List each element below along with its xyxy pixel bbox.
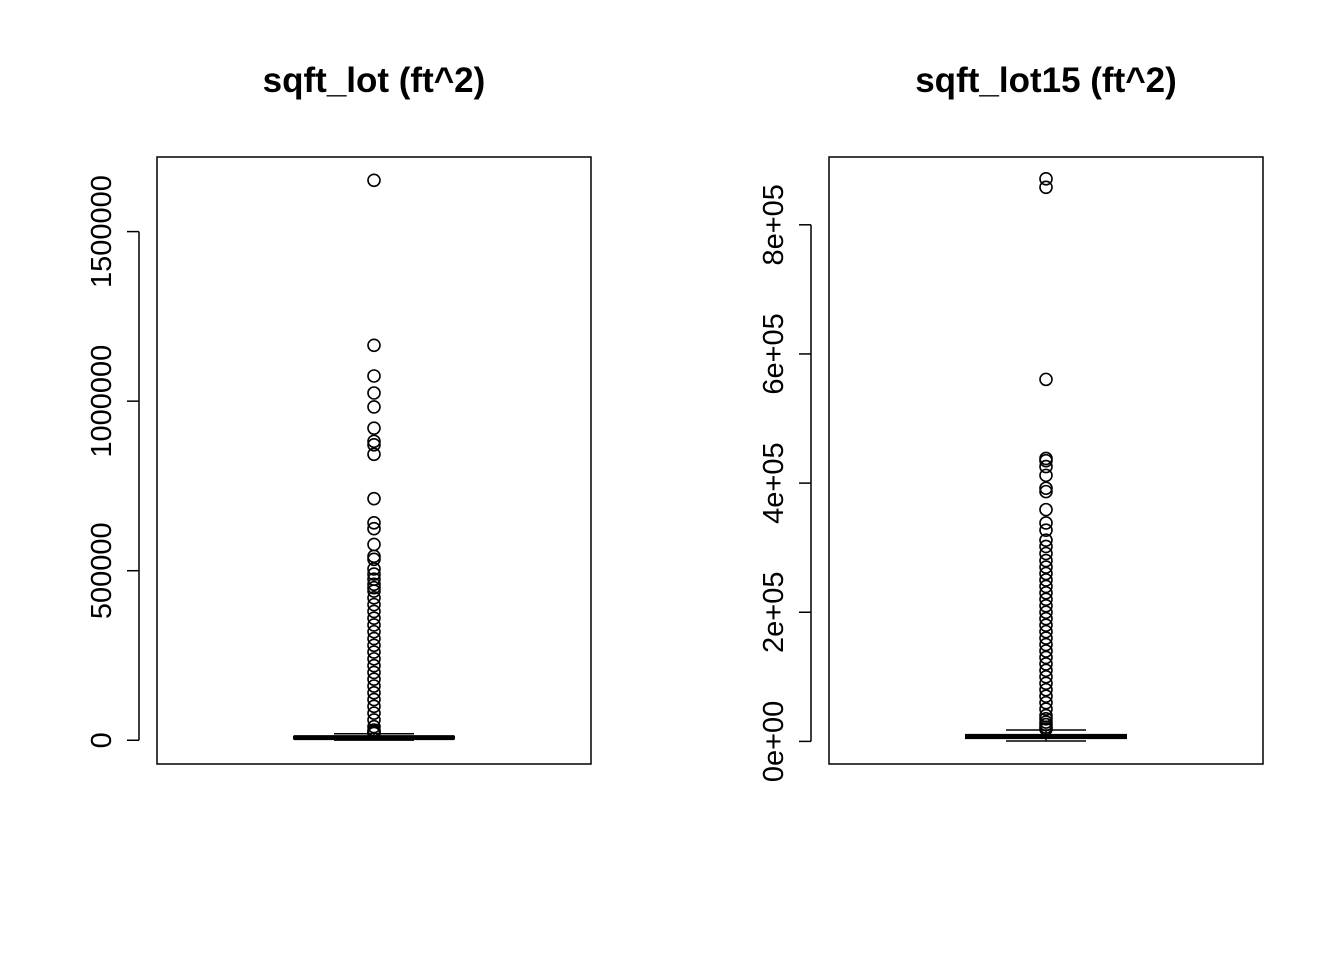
outlier-point [367, 584, 381, 598]
outlier-point [1039, 533, 1053, 547]
outlier-point [1039, 682, 1053, 697]
outlier-point [367, 591, 381, 605]
outlier-point [367, 604, 381, 619]
panel-sqft-lot15: sqft_lot15 (ft^2) 0e+00 2e+05 4e+05 6e+05 8e… [758, 61, 1264, 782]
outlier-point [1039, 657, 1053, 671]
outlier-point [1039, 523, 1053, 537]
outlier-point [367, 580, 381, 595]
chart-title: sqft_lot (ft^2) [263, 61, 486, 100]
outlier-point [1039, 695, 1053, 710]
outlier-point [1039, 579, 1053, 594]
chart-title: sqft_lot15 (ft^2) [915, 61, 1177, 100]
outlier-point [367, 685, 381, 700]
outlier-point [1039, 459, 1053, 474]
outlier-point [367, 447, 381, 462]
outlier-point [367, 631, 381, 646]
outlier-point [367, 726, 381, 741]
plot-frame [828, 156, 1264, 765]
outlier-point [1039, 611, 1053, 626]
boxplot [293, 173, 455, 741]
boxplot [965, 172, 1127, 742]
outlier-point [367, 338, 381, 353]
outlier-point [1039, 644, 1053, 658]
outlier-point [1039, 539, 1053, 554]
outlier-point [1039, 598, 1053, 613]
outlier-point [1039, 573, 1053, 587]
outlier-point [367, 692, 381, 707]
outlier-point [367, 369, 381, 383]
outlier-point [367, 577, 381, 592]
outlier-point [367, 173, 381, 188]
y-tick-label: 500000 [86, 522, 118, 619]
outlier-point [367, 638, 381, 653]
outlier-point [1039, 605, 1053, 620]
outlier-point [1039, 180, 1053, 195]
outlier-point [367, 552, 381, 567]
outlier-point [1039, 453, 1053, 468]
outlier-point [367, 567, 381, 581]
outlier-point [1039, 560, 1053, 574]
outlier-point [367, 665, 381, 680]
outlier-point [1039, 722, 1053, 736]
y-tick-label: 2e+05 [758, 572, 790, 653]
outlier-point [1039, 502, 1053, 517]
outlier-point [1039, 172, 1053, 186]
outlier-point [1039, 484, 1053, 499]
outlier-point [1039, 663, 1053, 678]
outlier-point [1039, 372, 1053, 387]
outlier-point [367, 672, 381, 687]
outlier-point [367, 491, 381, 506]
y-tick-label: 4e+05 [758, 442, 790, 523]
outlier-point [1039, 689, 1053, 703]
outlier-point [367, 386, 381, 400]
y-axis: 0e+00 2e+05 4e+05 6e+05 8e+05 [758, 184, 812, 782]
outlier-point [1039, 468, 1053, 483]
outlier-point [367, 597, 381, 612]
outlier-point [1039, 516, 1053, 530]
outlier-point [367, 521, 381, 536]
outlier-point [367, 699, 381, 714]
y-tick-label: 0 [86, 732, 118, 748]
outlier-point [367, 624, 381, 639]
outlier-point [367, 434, 381, 449]
outlier-point [1039, 481, 1053, 496]
outlier-point [1039, 546, 1053, 561]
outlier-point [367, 679, 381, 693]
y-tick-label: 1500000 [86, 175, 118, 288]
outlier-point [1039, 618, 1053, 632]
outlier-point [1039, 711, 1053, 726]
outlier-point [1039, 624, 1053, 639]
outlier-point [367, 618, 381, 632]
outlier-point [367, 516, 381, 530]
y-axis: 0 500000 1000000 1500000 [86, 175, 140, 748]
outlier-point [1039, 592, 1053, 607]
outlier-point [367, 652, 381, 666]
y-tick-label: 6e+05 [758, 313, 790, 394]
panel-sqft-lot: sqft_lot (ft^2) 0 500000 1000000 1500000 [86, 61, 592, 765]
y-tick-label: 8e+05 [758, 184, 790, 265]
outlier-point [367, 645, 381, 659]
outlier-point [367, 562, 381, 576]
outlier-point [367, 611, 381, 625]
plot-frame [156, 156, 592, 765]
outlier-point [1039, 676, 1053, 691]
outlier-point [367, 400, 381, 414]
outlier-point [1039, 586, 1053, 600]
outlier-point [367, 421, 381, 435]
outlier-point [367, 719, 381, 734]
outlier-point [1039, 702, 1053, 716]
outlier-point [1039, 566, 1053, 581]
outlier-point [1039, 670, 1053, 684]
outlier-point [367, 438, 381, 452]
outlier-point [1039, 553, 1053, 568]
outlier-point [1039, 650, 1053, 665]
y-tick-label: 1000000 [86, 345, 118, 458]
outlier-point [1039, 637, 1053, 652]
y-tick-label: 0e+00 [758, 701, 790, 782]
outlier-point [367, 706, 381, 720]
outlier-point [367, 658, 381, 673]
outlier-point [1039, 631, 1053, 645]
